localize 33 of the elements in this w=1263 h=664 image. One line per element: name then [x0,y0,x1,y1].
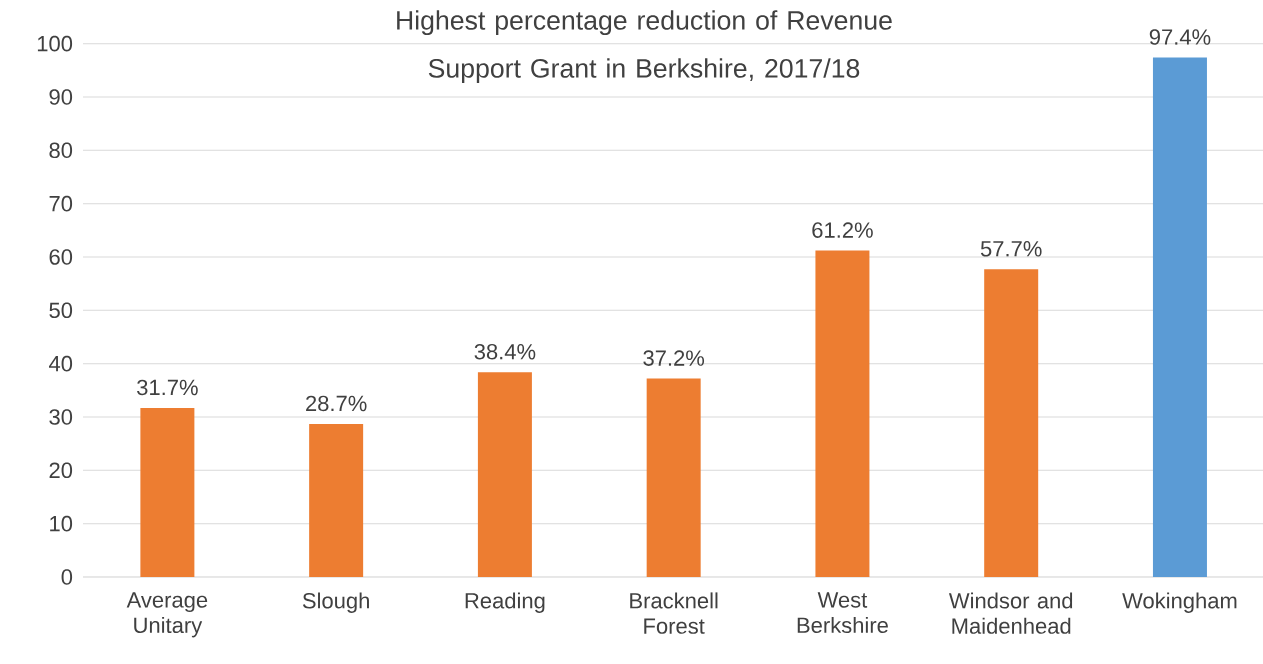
bar [140,407,195,577]
data-label: 97.4% [1149,29,1211,45]
data-label: 61.2% [812,222,873,238]
bar [309,423,364,577]
x-tick-label: Reading [465,592,545,613]
data-label: 31.7% [137,379,198,396]
bar [984,269,1039,577]
x-tick-label: Slough [302,592,369,613]
y-tick-label: 40 [48,355,73,372]
y-tick-label: 0 [61,569,73,585]
x-tick-label: West Berkshire [797,592,888,634]
y-tick-label: 80 [49,142,73,159]
y-tick-label: 70 [49,195,73,212]
y-tick-label: 60 [49,249,73,265]
y-tick-label: 20 [49,462,73,479]
x-tick-label: Average Unitary [126,592,208,638]
data-label: 28.7% [306,395,367,412]
y-tick-label: 30 [49,409,73,425]
y-tick-label: 10 [50,515,73,532]
bar [1152,57,1207,577]
data-label: 57.7% [980,241,1042,257]
bar [815,250,870,577]
y-tick-label: 100 [37,35,73,52]
x-tick-label: Windsor and Maidenhead [948,592,1073,634]
data-label: 37.2% [643,350,705,366]
y-tick-label: 90 [49,89,73,105]
bar [477,372,532,577]
y-tick-label: 50 [49,302,73,319]
x-tick-label: Bracknell Forest [630,592,718,634]
x-tick-label: Wokingham [1122,592,1237,613]
chart-title: Highest percentage reduction of Revenue Support Grant in Berkshire, 2017/18 [397,10,892,84]
data-label: 38.4% [474,343,536,360]
bar [646,378,701,577]
